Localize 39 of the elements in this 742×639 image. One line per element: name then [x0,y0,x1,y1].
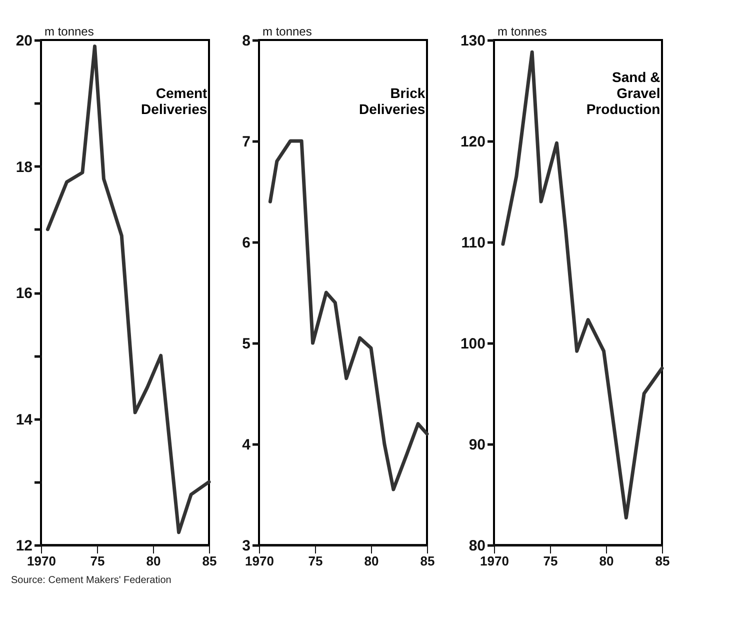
y-axis-title: m tonnes [262,24,312,38]
x-tick-label: 1970 [27,554,56,568]
line-series [501,50,664,520]
y-tick-label: 14 [16,411,34,428]
y-tick-label: 18 [16,158,32,176]
y-tick-label: 100 [460,336,486,352]
y-tick-label: 120 [460,134,486,150]
x-tick-label: 85 [202,554,217,568]
y-tick-label: 16 [16,285,32,302]
y-tick-label: 4 [242,436,252,454]
y-tick-label: 20 [16,32,32,50]
y-axis-title: m tonnes [498,24,547,38]
x-tick-label: 1970 [245,554,274,568]
text: Sand & Gravel Production [586,69,660,117]
line-series [268,139,429,492]
y-tick-label: 8 [242,32,250,50]
y-axis-title: m tonnes [44,24,94,38]
x-tick-label: 85 [655,554,670,568]
y-tick-label: 12 [16,538,32,554]
y-tick-label: 7 [242,134,250,150]
x-tick-label: 1970 [480,554,509,568]
y-tick-label: 6 [242,234,250,252]
x-tick-label: 80 [599,554,614,568]
x-tick-label: 80 [146,554,161,568]
y-tick-label: 5 [242,336,250,352]
text: Brick Deliveries [359,85,426,117]
text: Cement Deliveries [141,85,208,117]
source-note: Source: Cement Makers' Federation [11,575,172,586]
y-tick-label: 110 [461,234,486,252]
y-tick-label: 90 [468,436,486,454]
x-tick-label: 85 [420,554,435,568]
y-tick-label: 130 [460,32,486,50]
line-series [46,44,211,534]
x-tick-label: 75 [308,554,323,568]
x-tick-label: 75 [90,554,105,568]
y-tick-label: 3 [242,538,250,554]
x-tick-label: 80 [364,554,379,568]
y-tick-label: 80 [468,538,486,554]
x-tick-label: 75 [543,554,558,568]
